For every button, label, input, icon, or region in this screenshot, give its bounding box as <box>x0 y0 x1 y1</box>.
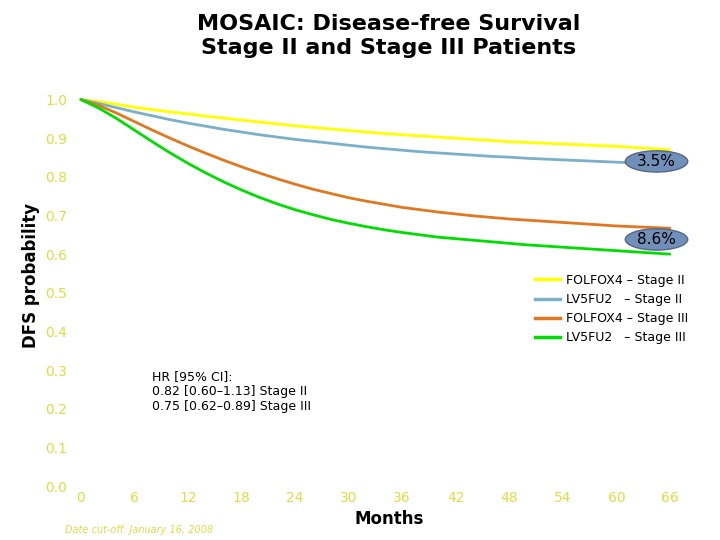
Text: HR [95% CI]:
0.82 [0.60–1.13] Stage II
0.75 [0.62–0.89] Stage III: HR [95% CI]: 0.82 [0.60–1.13] Stage II 0… <box>153 370 311 413</box>
Text: Date cut-off: January 16, 2008: Date cut-off: January 16, 2008 <box>65 524 213 535</box>
Ellipse shape <box>625 151 688 172</box>
Ellipse shape <box>625 229 688 250</box>
X-axis label: Months: Months <box>354 510 423 529</box>
Legend: FOLFOX4 – Stage II, LV5FU2   – Stage II, FOLFOX4 – Stage III, LV5FU2   – Stage I: FOLFOX4 – Stage II, LV5FU2 – Stage II, F… <box>529 269 693 349</box>
Y-axis label: DFS probability: DFS probability <box>22 203 40 348</box>
Text: 3.5%: 3.5% <box>637 154 676 169</box>
Title: MOSAIC: Disease-free Survival
Stage II and Stage III Patients: MOSAIC: Disease-free Survival Stage II a… <box>197 15 580 58</box>
Text: 8.6%: 8.6% <box>637 232 676 247</box>
